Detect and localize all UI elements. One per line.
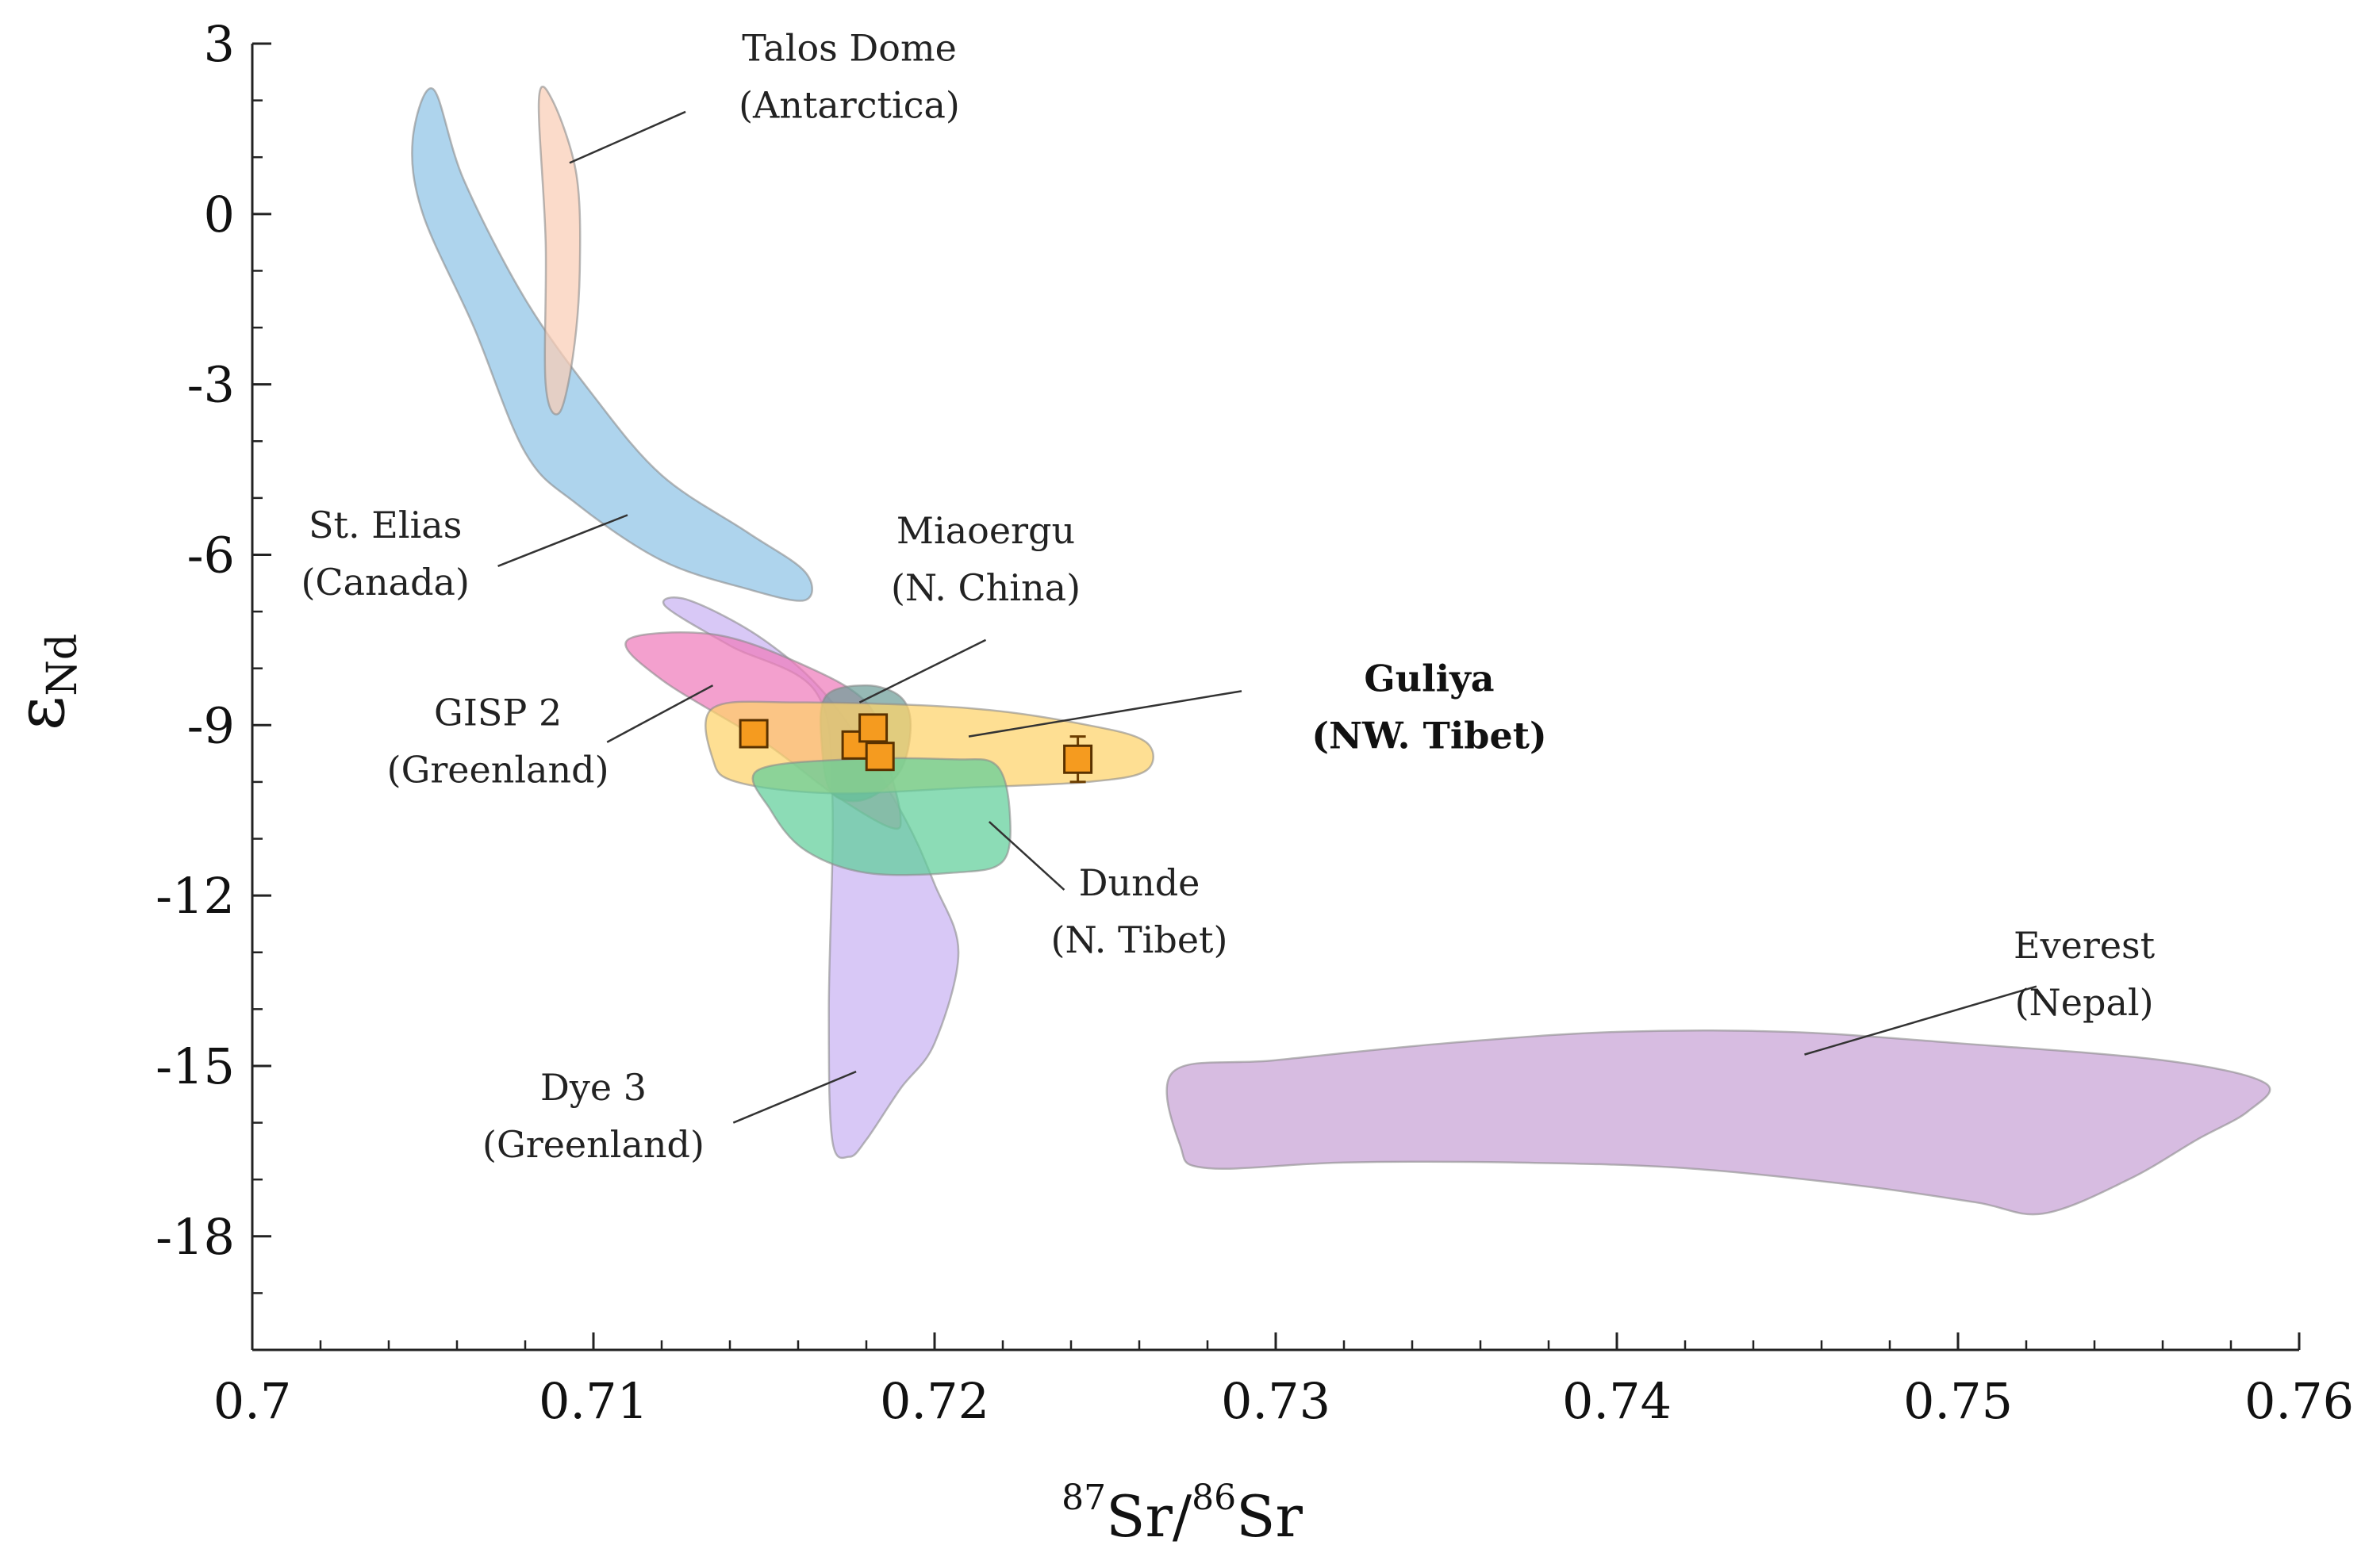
- x-tick-label: 0.74: [1562, 1372, 1672, 1430]
- guliya-data-point: [865, 742, 895, 772]
- y-tick-label: -12: [155, 867, 235, 925]
- y-tick-label: -15: [155, 1037, 235, 1095]
- leader-line-everest: [1804, 985, 2037, 1056]
- y-tick-label: -18: [155, 1208, 235, 1266]
- leader-line-guliya: [968, 690, 1242, 738]
- region-location-miaoergu: (N. China): [891, 566, 1081, 609]
- y-tick-label: -9: [187, 696, 235, 754]
- y-tick-label: -6: [187, 526, 235, 584]
- regions-layer: [411, 86, 2271, 1216]
- guliya-data-point: [1063, 744, 1093, 774]
- x-tick-label: 0.72: [880, 1372, 989, 1430]
- region-dunde: [751, 757, 1012, 876]
- region-location-gisp-2: (Greenland): [387, 748, 609, 791]
- x-axis-title-part-2: Sr: [1236, 1483, 1303, 1550]
- y-axis-title: εNd: [2, 634, 86, 730]
- x-axis-title-sup-2: 86: [1192, 1478, 1236, 1518]
- y-tick-label: -3: [187, 356, 235, 414]
- leader-line-st-elias: [497, 514, 628, 567]
- x-tick-label: 0.73: [1221, 1372, 1330, 1430]
- region-st-elias: [411, 87, 813, 602]
- region-labels-layer: Talos Dome (Antarctica) St. Elias (Canada) M…: [301, 26, 2155, 1165]
- region-location-guliya: (NW. Tibet): [1311, 714, 1546, 757]
- region-everest: [1165, 1029, 2271, 1216]
- guliya-points-layer: [739, 713, 1093, 784]
- region-label-dunde: Dunde: [1079, 861, 1200, 904]
- region-label-miaoergu: Miaoergu: [896, 509, 1075, 552]
- region-label-everest: Everest: [2014, 924, 2156, 967]
- region-location-st-elias: (Canada): [301, 561, 469, 604]
- y-axis-title-sub: Nd: [39, 634, 86, 696]
- guliya-data-point: [739, 719, 769, 749]
- x-tick-label: 0.7: [213, 1372, 292, 1430]
- y-tick-label: 3: [204, 15, 235, 73]
- leader-line-talos-dome: [569, 110, 686, 164]
- region-location-everest: (Nepal): [2015, 981, 2154, 1024]
- region-location-dunde: (N. Tibet): [1051, 918, 1228, 961]
- region-label-st-elias: St. Elias: [309, 504, 462, 546]
- guliya-data-point: [858, 713, 889, 743]
- leader-line-dye-3: [732, 1070, 857, 1124]
- region-location-talos-dome: (Antarctica): [739, 83, 960, 126]
- region-talos-dome: [537, 86, 582, 416]
- x-tick-label: 0.71: [539, 1372, 648, 1430]
- leader-lines-layer: [497, 110, 2037, 1124]
- region-label-talos-dome: Talos Dome: [742, 26, 957, 69]
- region-label-dye-3: Dye 3: [540, 1066, 647, 1109]
- x-tick-label: 0.75: [1903, 1372, 2013, 1430]
- x-axis-title: 87Sr/86Sr: [1062, 1478, 1303, 1550]
- guliya-data-point: [841, 730, 871, 760]
- x-tick-label: 0.76: [2244, 1372, 2354, 1430]
- region-label-gisp-2: GISP 2: [434, 691, 562, 734]
- region-label-guliya: Guliya: [1364, 657, 1494, 700]
- leader-line-dunde: [988, 821, 1065, 891]
- ticks-layer: 0.7 0.71 0.72 0.73 0.74 0.75 0.76 3 0 -3 -6 -9 -12 -1…: [155, 15, 2354, 1430]
- x-axis-title-part-1: Sr/: [1106, 1483, 1192, 1550]
- region-location-dye-3: (Greenland): [482, 1123, 705, 1166]
- leader-line-gisp-2: [606, 684, 714, 743]
- y-axis-title-main: ε: [2, 696, 79, 731]
- y-tick-label: 0: [204, 186, 235, 243]
- x-axis-title-sup-1: 87: [1062, 1478, 1106, 1518]
- leader-line-miaoergu: [858, 638, 987, 703]
